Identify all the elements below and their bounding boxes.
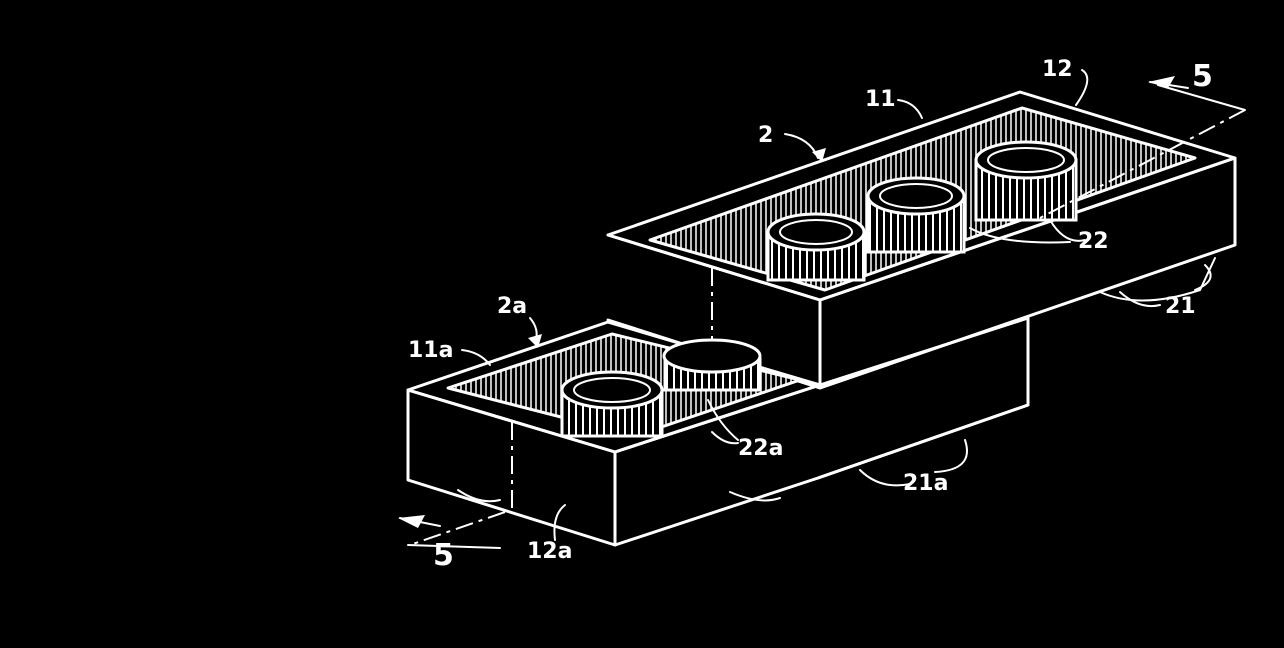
reference-labels: 2 11 12 5 22 21 2a 11a 22a 21a 12a 5 [408, 57, 1213, 573]
label-2: 2 [758, 123, 773, 148]
stud-large-1 [766, 212, 866, 282]
label-5-top: 5 [1192, 59, 1213, 94]
label-11: 11 [865, 87, 896, 112]
label-21: 21 [1165, 294, 1196, 319]
stud-large-2 [866, 176, 966, 254]
label-2a: 2a [497, 294, 527, 319]
leader-lines [461, 69, 1212, 541]
label-22a: 22a [738, 436, 783, 461]
label-12: 12 [1042, 57, 1073, 82]
section-line [398, 76, 1246, 549]
arrow-2-icon [812, 148, 826, 162]
stud-small-2 [662, 338, 762, 392]
stud-small-1 [560, 370, 664, 438]
stud-large-3 [974, 140, 1078, 222]
label-11a: 11a [408, 338, 453, 363]
label-22: 22 [1078, 229, 1109, 254]
label-21a: 21a [903, 471, 948, 496]
arrow-2a-icon [528, 334, 542, 348]
label-12a: 12a [527, 539, 572, 564]
brick-large [606, 90, 1237, 480]
label-5-bottom: 5 [433, 538, 454, 573]
